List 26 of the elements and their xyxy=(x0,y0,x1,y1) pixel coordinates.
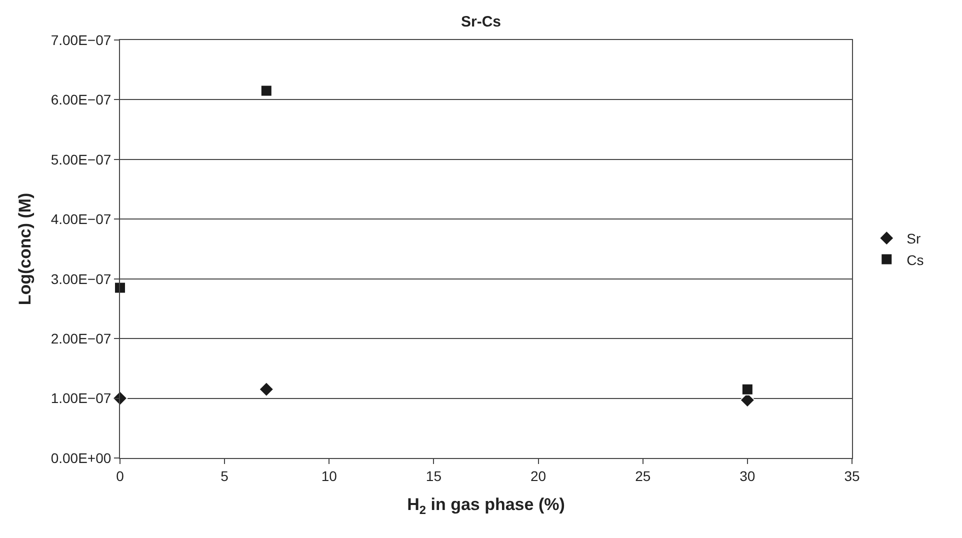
x-tick-label: 15 xyxy=(426,468,442,484)
point xyxy=(114,282,126,294)
y-tick-label: 4.00E−07 xyxy=(50,211,112,228)
x-tick-label: 25 xyxy=(635,468,651,484)
x-tick-label: 30 xyxy=(740,468,756,484)
y-tick-label: 3.00E−07 xyxy=(50,270,112,287)
y-tick-label: 6.00E−07 xyxy=(50,92,112,108)
x-tick-label: 20 xyxy=(530,468,546,484)
legend-label: Sr xyxy=(906,230,921,247)
chart-title: Sr-Cs xyxy=(460,14,502,31)
point xyxy=(258,382,274,397)
y-tick-label: 5.00E−07 xyxy=(50,151,112,168)
legend-label: Cs xyxy=(906,252,924,268)
point xyxy=(741,383,754,396)
x-tick-label: 0 xyxy=(116,468,124,484)
point xyxy=(112,390,128,406)
y-tick-label: 1.00E−07 xyxy=(50,390,112,406)
x-tick-label: 35 xyxy=(844,468,860,484)
point xyxy=(260,84,272,97)
y-tick-label: 2.00E−07 xyxy=(50,330,112,346)
x-axis-title: H$_{2}$ in gas phase (%) xyxy=(407,495,565,517)
x-tick-label: 5 xyxy=(220,468,229,484)
y-axis-title: Log(conc) (M) xyxy=(15,192,34,306)
x-tick-label: 10 xyxy=(321,468,338,484)
y-tick-label: 7.00E−07 xyxy=(50,32,112,48)
y-tick-label: 0.00E+00 xyxy=(50,450,112,466)
